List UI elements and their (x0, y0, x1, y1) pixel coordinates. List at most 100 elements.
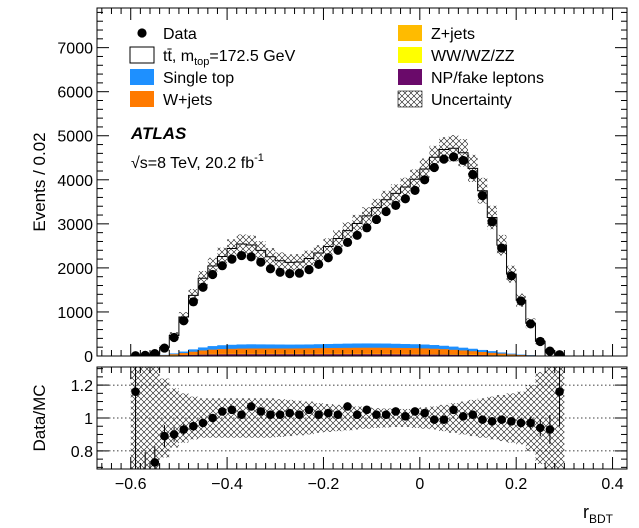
main-uncertainty-bin (400, 177, 411, 197)
ratio-point (420, 408, 429, 418)
ratio-point (429, 415, 439, 424)
main-y-tick-label: 3000 (57, 217, 93, 234)
main-uncertainty-bin (352, 214, 362, 233)
legend-label-tail: =172.5 GeV (209, 48, 295, 65)
data-point (516, 296, 526, 306)
ratio-point (535, 423, 545, 433)
x-axis-label-sub: BDT (589, 512, 614, 526)
main-uncertainty-bin (410, 169, 420, 190)
data-point (179, 316, 189, 326)
main-uncertainty-bin (342, 222, 353, 240)
ratio-x-tick-label: −0.6 (115, 476, 147, 493)
main-y-tick-label: 4000 (57, 173, 93, 190)
main-y-tick-label: 2000 (57, 261, 93, 278)
ratio-point (458, 412, 468, 421)
legend-label-text: Z+jets (431, 26, 475, 43)
ratio-point (266, 410, 275, 420)
data-point (410, 185, 420, 195)
legend-label-text: WW/WZ/ZZ (431, 48, 515, 65)
ratio-uncertainty-bin (198, 398, 208, 438)
legend-label-sub: top (194, 56, 209, 68)
data-point (198, 282, 208, 292)
legend-marker-data (137, 28, 147, 38)
ratio-point (401, 412, 410, 421)
main-uncertainty-bin (439, 137, 449, 162)
data-point (130, 351, 141, 356)
legend-swatch-w-jets (130, 91, 154, 107)
main-uncertainty-bin (362, 207, 372, 225)
x-axis-label: rBDT (583, 502, 614, 526)
legend-swatch-tt-m (129, 46, 155, 64)
main-y-tick-label: 0 (84, 349, 93, 366)
ratio-panel: 0.8 1 1.2 −0.6 −0.4 −0.2 0 0.2 0.4 Data/MC rBDT (30, 366, 628, 526)
ratio-y-tick-label: 1.2 (71, 378, 93, 395)
main-uncertainty-bin (256, 241, 266, 260)
ratio-uncertainty-bin (342, 405, 353, 431)
ratio-point (439, 415, 449, 424)
data-point (217, 261, 227, 271)
data-point (188, 297, 198, 307)
ratio-point (333, 410, 343, 420)
ratio-point (169, 430, 179, 439)
data-point (275, 267, 285, 277)
data-point (140, 350, 150, 356)
ratio-point (323, 408, 333, 418)
ratio-point (285, 408, 295, 418)
ratio-point (217, 407, 227, 416)
legend-label-text: Uncertainty (431, 92, 512, 109)
main-uncertainty-bin (468, 154, 478, 182)
ratio-uncertainty-bin (227, 398, 237, 438)
data-point (227, 254, 237, 264)
ratio-y-tick-label: 0.8 (71, 444, 93, 461)
legend-swatch-ww-wz-zz (398, 47, 422, 63)
data-point (439, 154, 449, 164)
main-uncertainty-bin (275, 252, 285, 270)
data-point (236, 250, 247, 261)
atlas-label: ATLAS (130, 124, 187, 143)
main-y-tick-label: 5000 (57, 129, 93, 146)
data-point (333, 245, 343, 255)
ratio-point (555, 387, 564, 396)
main-uncertainty-bin (381, 190, 391, 209)
ratio-point (179, 425, 189, 434)
main-uncertainty-bin (477, 177, 488, 204)
main-y-tick-label: 6000 (57, 85, 93, 102)
ratio-x-tick-label: −0.2 (308, 476, 340, 493)
x-axis-label-main: r (583, 502, 589, 522)
ratio-point (526, 418, 535, 428)
main-uncertainty-bin (313, 245, 324, 261)
ratio-point (352, 410, 362, 420)
ratio-point (208, 413, 217, 423)
legend-label-text: tt̄, m (163, 48, 194, 65)
data-point (487, 217, 497, 227)
ratio-point (160, 431, 169, 441)
main-panel: 0 1000 2000 3000 4000 5000 6000 7000 Events / 0… (30, 7, 628, 366)
main-uncertainty-bin (323, 238, 334, 255)
ratio-y-axis-label: Data/MC (30, 384, 49, 451)
legend-label-text: W+jets (163, 92, 212, 109)
ratio-point (343, 402, 352, 411)
main-uncertainty-bin (217, 247, 228, 266)
data-point (391, 200, 401, 210)
main-uncertainty-bin (227, 239, 237, 258)
data-point (159, 343, 170, 353)
ratio-x-tick-label: −0.4 (211, 476, 243, 493)
main-uncertainty-bin (265, 248, 276, 266)
ratio-point (487, 416, 497, 426)
ratio-point (478, 415, 487, 424)
data-point (506, 271, 516, 281)
ratio-point (227, 405, 237, 415)
data-point (477, 191, 488, 201)
main-uncertainty-bin (236, 234, 247, 254)
ratio-point (314, 410, 323, 420)
energy-lumi-text: √s=8 TeV, 20.2 fb (131, 155, 254, 172)
data-point (246, 252, 256, 262)
main-y-axis: 0 1000 2000 3000 4000 5000 6000 7000 (57, 11, 627, 366)
data-point (323, 253, 333, 263)
ratio-y-axis: 0.8 1 1.2 (71, 368, 627, 468)
data-point (342, 237, 353, 247)
ratio-x-tick-label: 0.4 (601, 476, 623, 493)
ratio-point (449, 405, 458, 415)
main-uncertainty-bin (333, 230, 343, 247)
energy-lumi-label: √s=8 TeV, 20.2 fb-1 (131, 152, 264, 172)
